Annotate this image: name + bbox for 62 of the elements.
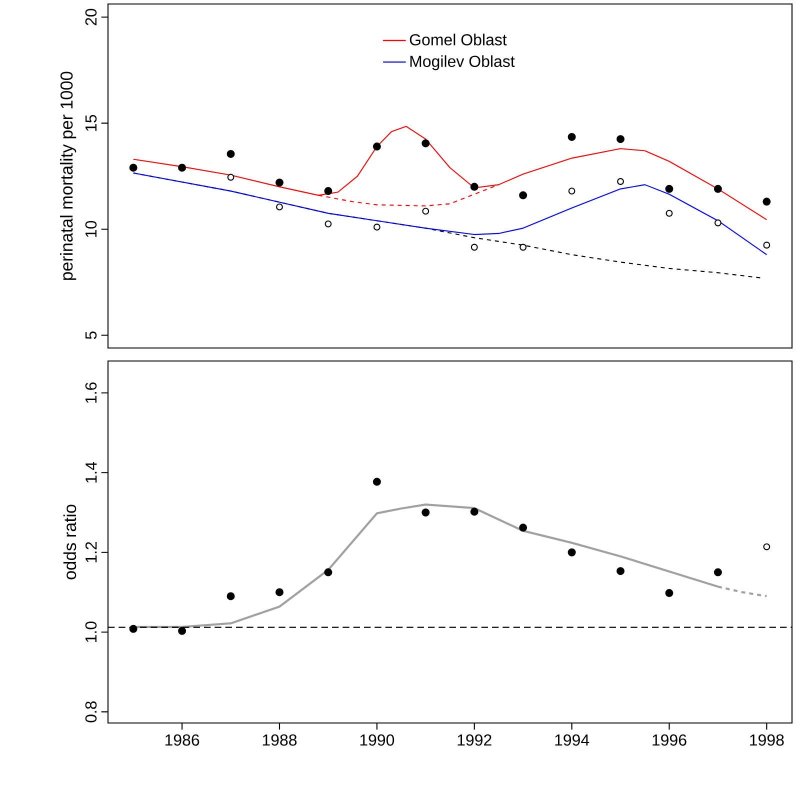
point [226,150,235,158]
y-tick-label: 0.8 [85,701,97,722]
y-tick-label: 1.0 [85,622,97,642]
point [226,592,235,600]
y-tick-label: 1.4 [86,462,97,483]
y-tick-label: 5 [85,332,97,340]
y-axis-title: perinatal mortality per 1000 [60,72,76,280]
legend-label: Mogilev Oblast [410,55,515,70]
point [616,135,625,144]
point [275,588,284,596]
y-tick-label: 20 [85,8,97,26]
point [568,548,576,556]
point [568,188,576,195]
point [568,132,576,141]
y-axis-title: odds ratio [63,504,76,580]
point [129,164,138,172]
point [616,567,625,576]
point [178,626,186,635]
point [519,524,528,532]
point [324,568,332,576]
point [666,210,673,217]
y-tick-label: 15 [85,114,97,131]
point [665,184,674,193]
point [519,191,528,200]
point [762,198,771,206]
point [129,624,138,633]
point [617,178,624,185]
point [324,187,332,196]
point [763,242,770,249]
y-tick-label: 1.2 [85,542,97,562]
x-tick-label: 1988 [262,734,297,746]
point [714,184,722,193]
point [276,203,283,210]
point [372,142,381,151]
x-tick-label: 1986 [165,734,200,746]
point [372,478,381,486]
point [422,208,430,215]
point [178,164,186,172]
line-series [132,126,768,220]
x-tick-label: 1990 [360,734,394,746]
point [275,178,284,187]
point [763,543,770,550]
x-tick-label: 1996 [652,734,686,746]
point [714,219,722,226]
point [422,508,430,516]
point [714,568,722,576]
point [373,224,380,231]
point [520,244,527,251]
point [470,244,478,251]
point [470,508,478,516]
x-tick-label: 1992 [458,734,492,746]
point [422,139,430,148]
point [227,174,234,181]
y-tick-label: 1.6 [85,382,97,403]
y-tick-label: 10 [85,220,97,237]
x-tick-label: 1994 [555,734,590,746]
x-tick-label: 1998 [750,734,784,746]
line-series [132,172,768,256]
legend-label: Gomel Oblast [410,34,507,46]
point [470,182,478,191]
point [324,220,332,228]
point [665,589,674,598]
